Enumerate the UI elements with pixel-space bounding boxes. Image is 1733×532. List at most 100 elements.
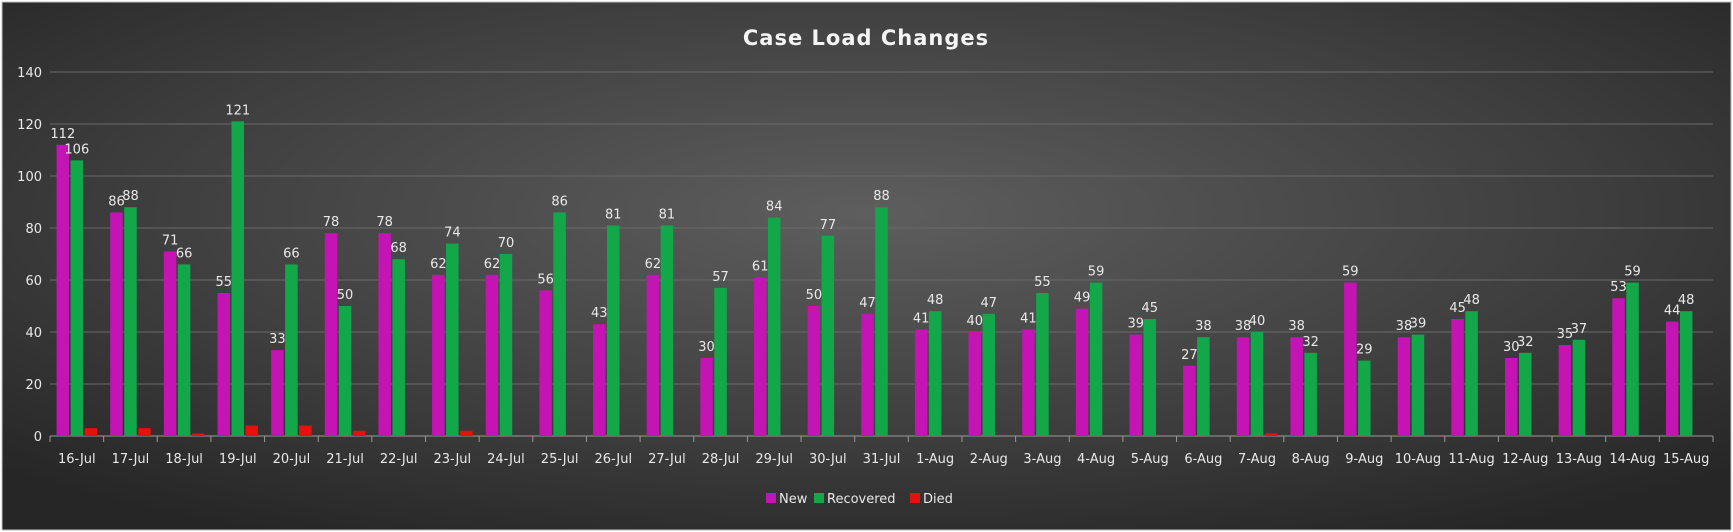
bar-new (1129, 334, 1142, 436)
data-label: 66 (176, 246, 193, 261)
bar-recovered (499, 254, 513, 436)
data-label: 62 (484, 257, 501, 272)
bar-new (378, 233, 391, 436)
data-label: 48 (1678, 293, 1695, 308)
bar-recovered (767, 217, 781, 436)
data-label: 62 (430, 257, 447, 272)
data-label: 29 (1356, 343, 1373, 358)
bar-new (1558, 345, 1572, 436)
legend: New Recovered Died (766, 492, 953, 507)
data-label: 62 (645, 257, 662, 272)
x-tick-label: 11-Aug (1448, 452, 1494, 467)
y-axis: 0 20 40 60 80 100 120 140 (17, 66, 42, 445)
data-label: 55 (1034, 275, 1051, 290)
x-tick-label: 2-Aug (970, 452, 1008, 467)
x-tick-label: 23-Jul (434, 452, 472, 467)
bar-recovered (1304, 352, 1317, 436)
x-tick-label: 19-Jul (219, 452, 257, 467)
data-label: 88 (122, 189, 139, 204)
data-label: 40 (1249, 314, 1266, 329)
y-tick-label: 20 (25, 378, 42, 393)
data-label: 38 (1396, 319, 1413, 334)
x-tick-label: 21-Jul (326, 452, 364, 467)
data-label: 56 (537, 272, 554, 287)
x-tick-label: 30-Jul (809, 452, 847, 467)
bar-recovered (1465, 311, 1478, 436)
bar-new (1665, 321, 1679, 436)
data-label: 33 (269, 332, 286, 347)
data-label: 45 (1141, 301, 1158, 316)
bar-recovered (1089, 282, 1103, 436)
data-label-layer: 112 86 71 55 33 78 78 62 62 56 43 62 30 61 50 47 41 40 41 4… (50, 103, 1694, 362)
data-label: 48 (927, 293, 944, 308)
data-label: 121 (225, 103, 250, 118)
legend-swatch-new (766, 493, 776, 503)
data-label: 71 (162, 233, 179, 248)
data-label: 57 (712, 270, 729, 285)
data-label: 43 (591, 306, 608, 321)
y-tick-label: 100 (17, 170, 42, 185)
bar-recovered (1626, 282, 1639, 436)
bar-new (753, 277, 767, 436)
x-axis: 16-Jul 17-Jul 18-Jul 19-Jul 20-Jul 21-Jul 22-J… (49, 436, 1714, 467)
data-label: 35 (1557, 327, 1574, 342)
bar-new (324, 233, 338, 436)
data-label: 41 (1020, 311, 1037, 326)
bar-recovered (928, 311, 942, 436)
data-label: 39 (1127, 317, 1144, 332)
bar-died (84, 428, 98, 436)
bar-recovered (285, 264, 298, 436)
bar-recovered (392, 259, 405, 436)
bar-new (485, 274, 499, 436)
x-tick-label: 27-Jul (648, 452, 686, 467)
bar-recovered (982, 313, 996, 436)
x-tick-label: 18-Jul (165, 452, 203, 467)
data-label: 30 (1503, 340, 1520, 355)
data-label: 78 (376, 215, 393, 230)
data-label: 48 (1463, 293, 1480, 308)
data-label: 50 (806, 288, 823, 303)
bar-recovered (821, 235, 835, 436)
bar-new (1075, 308, 1089, 436)
bar-new (163, 251, 177, 436)
data-label: 59 (1624, 265, 1641, 280)
legend-label-died: Died (923, 492, 953, 507)
x-tick-label: 13-Aug (1556, 452, 1602, 467)
bar-recovered (660, 225, 674, 436)
y-tick-label: 80 (25, 222, 42, 237)
data-label: 27 (1181, 348, 1198, 363)
x-tick-label: 28-Jul (702, 452, 740, 467)
data-label: 32 (1302, 335, 1319, 350)
bar-recovered (177, 264, 191, 436)
x-tick-label: 29-Jul (755, 452, 793, 467)
data-label: 86 (551, 194, 568, 209)
legend-label-recovered: Recovered (827, 492, 896, 507)
data-label: 78 (323, 215, 340, 230)
x-tick-label: 5-Aug (1131, 452, 1169, 467)
bar-new (1183, 365, 1196, 436)
data-label: 47 (859, 296, 876, 311)
data-label: 30 (698, 340, 715, 355)
bar-new (1022, 329, 1035, 436)
bar-new (1344, 282, 1357, 436)
bar-recovered (1036, 293, 1049, 436)
data-label: 59 (1342, 265, 1359, 280)
bar-new (968, 332, 982, 436)
data-label: 77 (820, 218, 837, 233)
bar-died (245, 425, 259, 436)
bar-new (593, 324, 606, 436)
bar-layer (56, 121, 1693, 437)
bar-new (861, 313, 874, 436)
bar-recovered (1572, 339, 1586, 436)
x-tick-label: 6-Aug (1184, 452, 1222, 467)
bar-recovered (1197, 337, 1210, 436)
y-tick-label: 60 (25, 274, 42, 289)
y-tick-label: 140 (17, 66, 42, 81)
data-label: 59 (1088, 265, 1105, 280)
bar-recovered (553, 212, 566, 436)
bar-recovered (1411, 334, 1425, 436)
y-tick-label: 120 (17, 118, 42, 133)
x-tick-label: 4-Aug (1077, 452, 1115, 467)
